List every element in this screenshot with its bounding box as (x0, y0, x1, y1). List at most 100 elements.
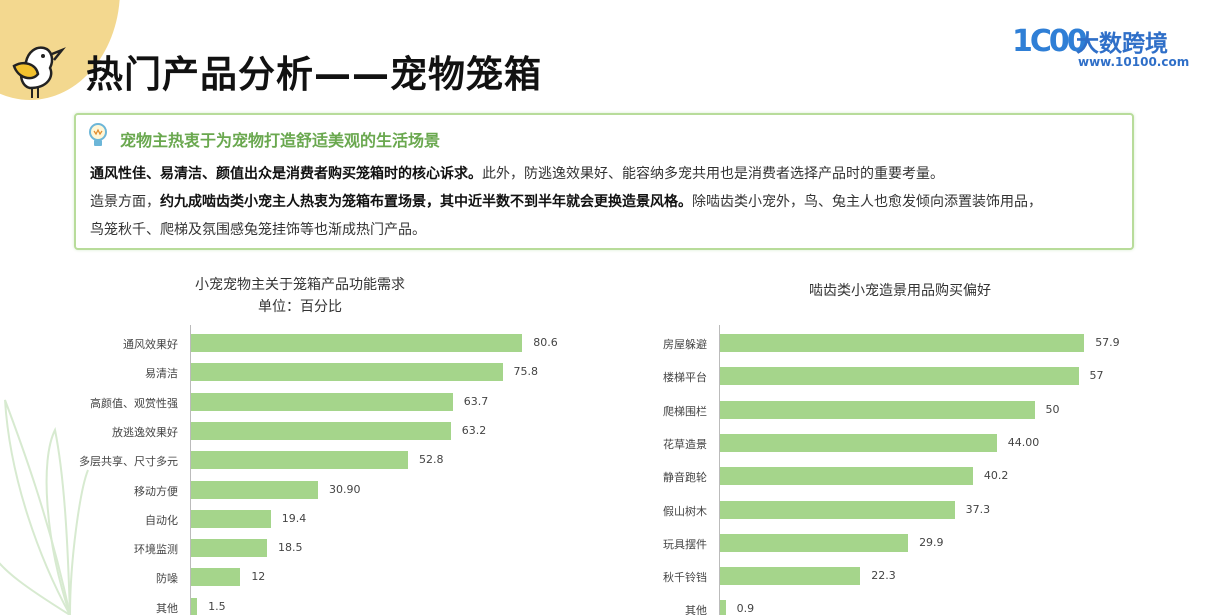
bar (720, 400, 1035, 419)
value-label: 30.90 (328, 482, 361, 496)
bar-row: 假山树木 37.3 (620, 495, 1160, 527)
bar-row: 防噪 12 (70, 562, 590, 594)
bar-row: 易清洁 75.8 (70, 357, 590, 389)
bar-row: 楼梯平台 57 (620, 361, 1160, 393)
value-label: 12 (251, 570, 266, 584)
callout-line-1: 通风性佳、易清洁、颜值出众是消费者购买笼箱时的核心诉求。此外，防逃逸效果好、能容… (90, 163, 944, 183)
value-label: 75.8 (513, 365, 539, 379)
value-label: 52.8 (419, 453, 444, 467)
value-label: 50 (1045, 402, 1060, 416)
bar-row: 多层共享、尺寸多元 52.8 (70, 445, 590, 477)
value-label: 29.9 (919, 535, 944, 549)
insight-callout: 宠物主热衷于为宠物打造舒适美观的生活场景 通风性佳、易清洁、颜值出众是消费者购买… (74, 113, 1134, 250)
bar-row: 静音跑轮 40.2 (620, 461, 1160, 493)
bar (720, 533, 909, 552)
category-label: 静音跑轮 (663, 471, 707, 485)
category-label: 环境监测 (134, 543, 178, 557)
bar (720, 334, 1085, 352)
callout-line-1-rest: 此外，防逃逸效果好、能容纳多宠共用也是消费者选择产品时的重要考量。 (482, 166, 944, 182)
bar-row: 高颜值、观赏性强 63.7 (70, 387, 590, 419)
category-label: 放逃逸效果好 (112, 425, 178, 439)
chart-title: 小宠宠物主关于笼箱产品功能需求 (195, 277, 405, 293)
bar-row: 房屋躲避 57.9 (620, 328, 1160, 360)
bar (720, 500, 955, 519)
leaf-decoration-icon (0, 399, 89, 615)
logo-mark: 1C00 (1012, 24, 1088, 59)
y-axis (719, 325, 720, 615)
bar-row: 秋千铃铛 22.3 (620, 561, 1160, 593)
bird-logo-icon (12, 46, 66, 98)
bar-row: 通风效果好 80.6 (70, 328, 590, 360)
chart-title: 啮齿类小宠造景用品购买偏好 (809, 283, 991, 299)
brand-logo: 1C00 大数跨境 www.10100.com (1012, 24, 1192, 70)
bar (191, 480, 318, 499)
bar-row: 移动方便 30.90 (70, 475, 590, 507)
category-label: 自动化 (145, 513, 178, 527)
y-axis (190, 325, 191, 615)
category-label: 玩具摆件 (663, 537, 707, 551)
bar-row: 其他 1.5 (70, 592, 590, 615)
bar (191, 539, 268, 558)
lightbulb-icon (89, 123, 107, 146)
bar-row: 玩具摆件 29.9 (620, 528, 1160, 560)
category-label: 高颜值、观赏性强 (90, 396, 178, 410)
bar (191, 334, 523, 352)
callout-line-2-rest: 除啮齿类小宠外，鸟、兔主人也愈发倾向添置装饰用品， (692, 194, 1042, 210)
bar (191, 597, 198, 615)
bar-row: 环境监测 18.5 (70, 533, 590, 565)
page-title: 热门产品分析——宠物笼箱 (86, 53, 542, 96)
value-label: 44.00 (1007, 435, 1040, 449)
bar (720, 433, 997, 452)
callout-line-3: 鸟笼秋千、爬梯及氛围感兔笼挂饰等也渐成热门产品。 (90, 222, 426, 238)
category-label: 爬梯围栏 (663, 404, 707, 418)
callout-line-2: 造景方面，约九成啮齿类小宠主人热衷为笼箱布置场景，其中近半数不到半年就会更换造景… (90, 191, 1042, 211)
value-label: 1.5 (208, 599, 226, 613)
category-label: 房屋躲避 (663, 338, 707, 351)
category-label: 易清洁 (145, 367, 178, 381)
logo-url: www.10100.com (1078, 55, 1190, 69)
category-label: 防噪 (156, 572, 178, 586)
bar (191, 392, 453, 411)
bar (720, 367, 1079, 386)
category-label: 假山树木 (663, 504, 707, 518)
category-label: 秋千铃铛 (663, 571, 707, 585)
value-label: 80.6 (533, 336, 558, 349)
bar (191, 568, 241, 587)
function-demand-chart: 小宠宠物主关于笼箱产品功能需求 单位：百分比 通风效果好 80.6 易清洁 75.8 高… (70, 270, 590, 615)
callout-heading: 宠物主热衷于为宠物打造舒适美观的生活场景 (120, 131, 441, 150)
bar-row: 花草造景 44.00 (620, 428, 1160, 460)
bar (720, 567, 861, 586)
bar (191, 421, 451, 440)
bar-row: 其他 0.9 (620, 594, 1160, 615)
callout-line-1-bold: 通风性佳、易清洁、颜值出众是消费者购买笼箱时的核心诉求。 (90, 166, 482, 182)
callout-line-2-bold: 约九成啮齿类小宠主人热衷为笼箱布置场景，其中近半数不到半年就会更换造景风格。 (160, 194, 692, 210)
bar-row: 自动化 19.4 (70, 504, 590, 536)
callout-line-2-pre: 造景方面， (90, 194, 160, 210)
value-label: 37.3 (965, 502, 991, 516)
bar (720, 467, 973, 486)
bar (191, 363, 503, 382)
bar (191, 451, 408, 470)
category-label: 楼梯平台 (663, 371, 707, 385)
value-label: 57 (1089, 369, 1104, 383)
landscaping-preference-chart: 啮齿类小宠造景用品购买偏好 房屋躲避 57.9 楼梯平台 57 爬梯围栏 50 花草造景 44… (620, 270, 1160, 615)
category-label: 多层共享、尺寸多元 (79, 455, 178, 469)
bar-row: 放逃逸效果好 63.2 (70, 416, 590, 448)
category-label: 其他 (685, 604, 707, 615)
value-label: 19.4 (281, 511, 307, 525)
category-label: 移动方便 (134, 484, 178, 498)
value-label: 63.7 (463, 394, 489, 408)
value-label: 18.5 (278, 541, 303, 555)
value-label: 63.2 (461, 423, 487, 437)
value-label: 57.9 (1095, 336, 1120, 349)
category-label: 通风效果好 (123, 338, 178, 351)
bar (720, 600, 726, 615)
value-label: 40.2 (983, 469, 1009, 483)
value-label: 0.9 (736, 602, 755, 615)
chart-subtitle: 单位：百分比 (258, 299, 342, 315)
bar-row: 爬梯围栏 50 (620, 395, 1160, 427)
category-label: 花草造景 (663, 437, 707, 451)
value-label: 22.3 (871, 569, 896, 583)
category-label: 其他 (156, 601, 178, 615)
logo-name: 大数跨境 (1076, 31, 1168, 57)
